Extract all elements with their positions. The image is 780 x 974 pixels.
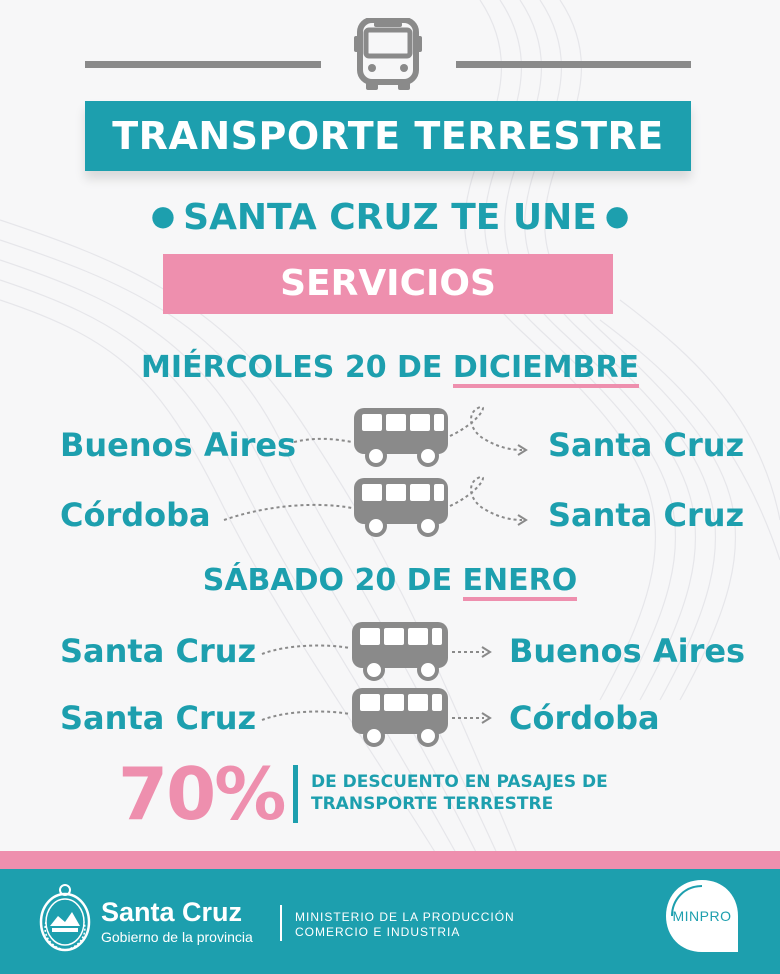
discount-line-2: TRANSPORTE TERRESTRE [311, 794, 554, 814]
bullet: ● [150, 199, 176, 232]
route-destination: Buenos Aires [509, 632, 746, 670]
footer [0, 869, 780, 974]
government-name: Santa Cruz [101, 897, 243, 927]
schedule-date-1: MIÉRCOLES 20 DE DICIEMBRE [0, 348, 780, 388]
bus-route-icon [223, 475, 528, 537]
route-destination: Santa Cruz [548, 496, 745, 534]
bullet: ● [604, 199, 630, 232]
footer-divider [280, 905, 282, 941]
discount-text: DE DESCUENTO EN PASAJES DE TRANSPORTE TE… [311, 771, 608, 815]
route-origin: Santa Cruz [60, 632, 257, 670]
bus-icon [354, 18, 422, 90]
province-seal-icon [39, 884, 91, 952]
date-prefix: MIÉRCOLES 20 DE [141, 350, 443, 385]
header-rule-right [456, 61, 691, 68]
date-prefix: SÁBADO 20 DE [202, 563, 453, 598]
route-origin: Córdoba [60, 496, 211, 534]
bus-route-icon [261, 688, 492, 747]
discount-line-1: DE DESCUENTO EN PASAJES DE [311, 772, 608, 792]
date-month: DICIEMBRE [452, 352, 639, 388]
minpro-logo-icon [666, 880, 738, 952]
slogan-text: SANTA CRUZ TE UNE [183, 197, 597, 238]
ministry-name: MINISTERIO DE LA PRODUCCIÓN COMERCIO E I… [295, 910, 515, 940]
government-subtitle: Gobierno de la provincia [101, 929, 253, 945]
route-origin: Buenos Aires [60, 426, 297, 464]
bus-route-icon [293, 405, 528, 467]
route-destination: Santa Cruz [548, 426, 745, 464]
header-rule-left [85, 61, 321, 68]
slogan: ● SANTA CRUZ TE UNE ● [0, 192, 780, 242]
route-origin: Santa Cruz [60, 699, 257, 737]
minpro-logo-text: MINPRO [672, 908, 732, 924]
services-banner: SERVICIOS [163, 254, 613, 314]
page-title: TRANSPORTE TERRESTRE [85, 101, 691, 171]
ministry-line-2: COMERCIO E INDUSTRIA [295, 925, 461, 939]
schedule-date-2: SÁBADO 20 DE ENERO [0, 561, 780, 601]
discount-percent: 70% [118, 752, 286, 836]
footer-accent-strip [0, 851, 780, 869]
ministry-line-1: MINISTERIO DE LA PRODUCCIÓN [295, 910, 515, 924]
route-destination: Córdoba [509, 699, 660, 737]
bus-route-icon [261, 622, 492, 681]
date-month: ENERO [462, 565, 578, 601]
discount-divider [293, 765, 298, 823]
